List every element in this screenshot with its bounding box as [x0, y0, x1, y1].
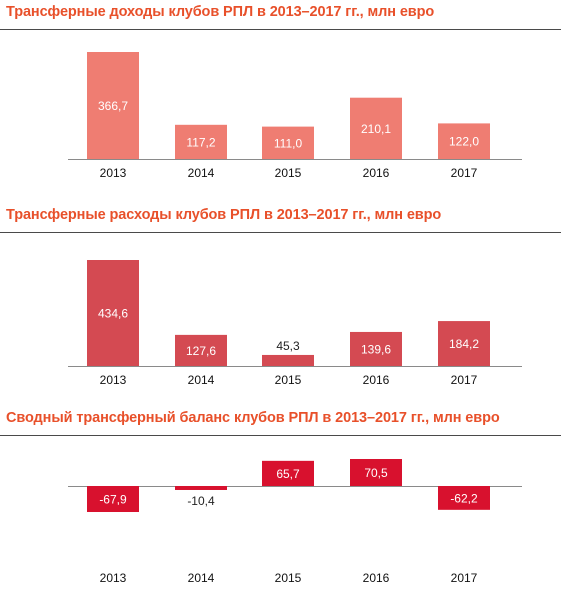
expenses-chart-top-rule: [0, 232, 561, 233]
balance-year-label-2017: 2017: [451, 571, 478, 585]
expenses-value-label-2016: 139,6: [361, 342, 391, 356]
balance-value-label-2016: 70,5: [364, 466, 388, 480]
expenses-bar-2016: [350, 331, 402, 366]
income-bar-2014: [175, 124, 227, 159]
expenses-value-label-2014: 127,6: [186, 344, 216, 358]
income-year-label-2013: 2013: [100, 166, 127, 180]
income-bar-2017: [438, 123, 490, 159]
balance-bar-2017: [438, 486, 490, 510]
balance-bar-2015: [262, 460, 314, 486]
expenses-chart-title: Трансферные расходы клубов РПЛ в 2013–20…: [6, 207, 442, 223]
income-bar-2015: [262, 126, 314, 159]
balance-value-label-2015: 65,7: [276, 467, 300, 481]
expenses-year-label-2017: 2017: [451, 373, 478, 387]
balance-value-label-2013: -67,9: [99, 493, 127, 507]
income-chart-panel: Трансферные доходы клубов РПЛ в 2013–201…: [0, 0, 561, 200]
balance-chart-panel: Сводный трансферный баланс клубов РПЛ в …: [0, 400, 561, 600]
expenses-bar-2014: [175, 334, 227, 366]
balance-value-label-2014: -10,4: [187, 494, 215, 508]
balance-chart-top-rule: [0, 435, 561, 436]
income-year-label-2015: 2015: [275, 166, 302, 180]
income-chart: 366,7 2013 117,2 2014 111,0 2015 210,1 2016 122,…: [68, 52, 522, 180]
expenses-value-label-2015: 45,3: [276, 339, 300, 353]
expenses-year-label-2013: 2013: [100, 373, 127, 387]
expenses-year-label-2015: 2015: [275, 373, 302, 387]
income-value-label-2014: 117,2: [186, 135, 215, 149]
income-chart-top-rule: [0, 29, 561, 30]
expenses-bar-2015: [262, 354, 314, 366]
balance-value-label-2017: -62,2: [450, 491, 478, 505]
income-bar-2013: [87, 52, 139, 159]
income-value-label-2017: 122,0: [449, 135, 479, 149]
expenses-value-label-2013: 434,6: [98, 307, 128, 321]
expenses-value-label-2017: 184,2: [449, 337, 479, 351]
balance-chart-title: Сводный трансферный баланс клубов РПЛ в …: [6, 410, 500, 426]
balance-year-label-2013: 2013: [100, 571, 127, 585]
balance-year-label-2014: 2014: [188, 571, 215, 585]
expenses-year-label-2014: 2014: [188, 373, 215, 387]
income-value-label-2013: 366,7: [98, 99, 128, 113]
income-value-label-2015: 111,0: [274, 136, 303, 150]
expenses-chart-panel: Трансферные расходы клубов РПЛ в 2013–20…: [0, 200, 561, 400]
income-value-label-2016: 210,1: [361, 122, 391, 136]
income-year-label-2014: 2014: [188, 166, 215, 180]
income-year-label-2017: 2017: [451, 166, 478, 180]
balance-bar-2014: [175, 486, 227, 490]
balance-bar-2013: [87, 486, 139, 513]
balance-year-label-2016: 2016: [363, 571, 390, 585]
balance-chart: -67,9 2013 -10,4 2014 65,7 2015 70,5 2016 -62,2 2…: [68, 459, 522, 585]
expenses-bar-2013: [87, 260, 139, 366]
expenses-year-label-2016: 2016: [363, 373, 390, 387]
balance-bar-2016: [350, 459, 402, 486]
income-bar-2016: [350, 97, 402, 159]
income-year-label-2016: 2016: [363, 166, 390, 180]
expenses-bar-2017: [438, 321, 490, 366]
balance-year-label-2015: 2015: [275, 571, 302, 585]
expenses-chart: 434,6 2013 127,6 2014 45,3 2015 139,6 2016 184,2…: [68, 260, 522, 387]
income-chart-title: Трансферные доходы клубов РПЛ в 2013–201…: [6, 4, 435, 20]
